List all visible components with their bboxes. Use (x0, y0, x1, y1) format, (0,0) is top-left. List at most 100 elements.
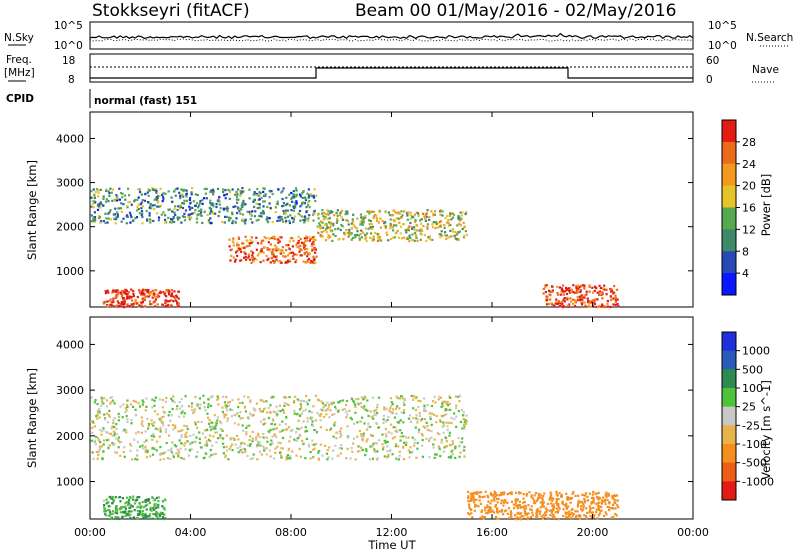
velocity-cell (163, 498, 167, 501)
power-cell (173, 220, 176, 224)
power-cell (548, 290, 551, 293)
power-cell (304, 197, 307, 200)
velocity-cell (145, 516, 148, 520)
velocity-cell (192, 411, 195, 414)
power-cell (600, 305, 603, 308)
power-cell (262, 187, 265, 190)
power-cell (123, 300, 126, 303)
power-cell (235, 251, 238, 254)
power-cell (456, 231, 459, 234)
power-cell (140, 214, 143, 217)
power-cell (110, 301, 113, 304)
velocity-cell (458, 400, 461, 403)
power-cell (168, 290, 171, 293)
velocity-cell (130, 419, 133, 422)
velocity-cell (605, 495, 608, 499)
power-cell (304, 240, 307, 243)
power-cell (421, 229, 424, 232)
velocity-cell (175, 408, 178, 411)
velocity-cell (555, 499, 558, 502)
velocity-cell (230, 415, 233, 418)
power-cell (116, 195, 119, 198)
power-cell (180, 188, 183, 191)
power-cell (237, 188, 240, 191)
velocity-cell (487, 496, 490, 499)
power-cell (211, 202, 214, 205)
velocity-cell (494, 504, 497, 507)
power-cell (135, 216, 139, 219)
power-cell (610, 289, 613, 292)
velocity-cell (163, 508, 166, 511)
x-tick-label: 00:00 (74, 526, 106, 539)
nave-label: Nave (752, 64, 779, 76)
velocity-cell (231, 409, 234, 412)
power-cell (574, 300, 577, 303)
velocity-cell (206, 416, 210, 419)
velocity-cell (585, 507, 588, 510)
velocity-cell (519, 506, 522, 509)
velocity-cell (457, 409, 460, 413)
velocity-cell (141, 399, 144, 402)
velocity-cell (247, 417, 250, 420)
power-cell (606, 305, 609, 308)
power-cell (366, 210, 369, 213)
power-cell (415, 229, 418, 232)
velocity-cell (205, 440, 208, 443)
power-cell (246, 239, 249, 242)
velocity-cell (341, 399, 344, 402)
velocity-cell (195, 404, 198, 407)
power-cell (299, 248, 302, 251)
velocity-cell (283, 411, 286, 414)
power-cell (93, 194, 96, 197)
velocity-cell (611, 496, 614, 499)
velocity-cell (154, 517, 158, 520)
velocity-cell (352, 399, 355, 402)
power-cell (264, 194, 267, 197)
velocity-cell (416, 447, 419, 450)
power-cell (210, 209, 213, 212)
power-cell (97, 203, 100, 206)
power-cell (305, 261, 308, 264)
power-cell (157, 194, 160, 198)
velocity-cell (216, 419, 219, 422)
velocity-cell (412, 417, 415, 420)
power-cell (250, 242, 253, 245)
power-cell (330, 230, 333, 233)
velocity-cell (130, 510, 133, 513)
power-cell (250, 214, 253, 217)
velocity-cell (143, 500, 146, 503)
velocity-cell (243, 395, 246, 398)
velocity-cell (449, 396, 452, 399)
velocity-cell (348, 409, 351, 412)
velocity-cell (289, 457, 292, 460)
power-cell (326, 217, 329, 221)
velocity-cell (151, 447, 154, 450)
velocity-cell (486, 512, 489, 515)
velocity-cell (146, 451, 149, 454)
power-cell (114, 222, 117, 225)
velocity-cell (597, 504, 600, 507)
power-cell (158, 295, 161, 298)
velocity-cell (160, 452, 163, 455)
y-tick-label: 1000 (56, 265, 84, 278)
velocity-cell (326, 408, 329, 411)
velocity-cell (114, 451, 117, 454)
velocity-cell (518, 500, 521, 503)
power-cell (291, 216, 294, 220)
velocity-cell (168, 410, 171, 414)
power-cell (109, 298, 112, 301)
power-cell (174, 194, 177, 197)
velocity-cell (557, 509, 560, 512)
power-cell (183, 199, 186, 202)
velocity-cell (458, 455, 461, 458)
power-cell (392, 209, 395, 212)
power-cell (295, 195, 298, 198)
velocity-cell (441, 402, 444, 405)
velocity-cell (194, 421, 197, 424)
power-cell (571, 288, 574, 291)
velocity-cell (451, 442, 454, 445)
power-cell (164, 299, 167, 302)
power-cell (449, 223, 452, 227)
velocity-cell (373, 448, 376, 451)
power-cell (406, 237, 409, 241)
